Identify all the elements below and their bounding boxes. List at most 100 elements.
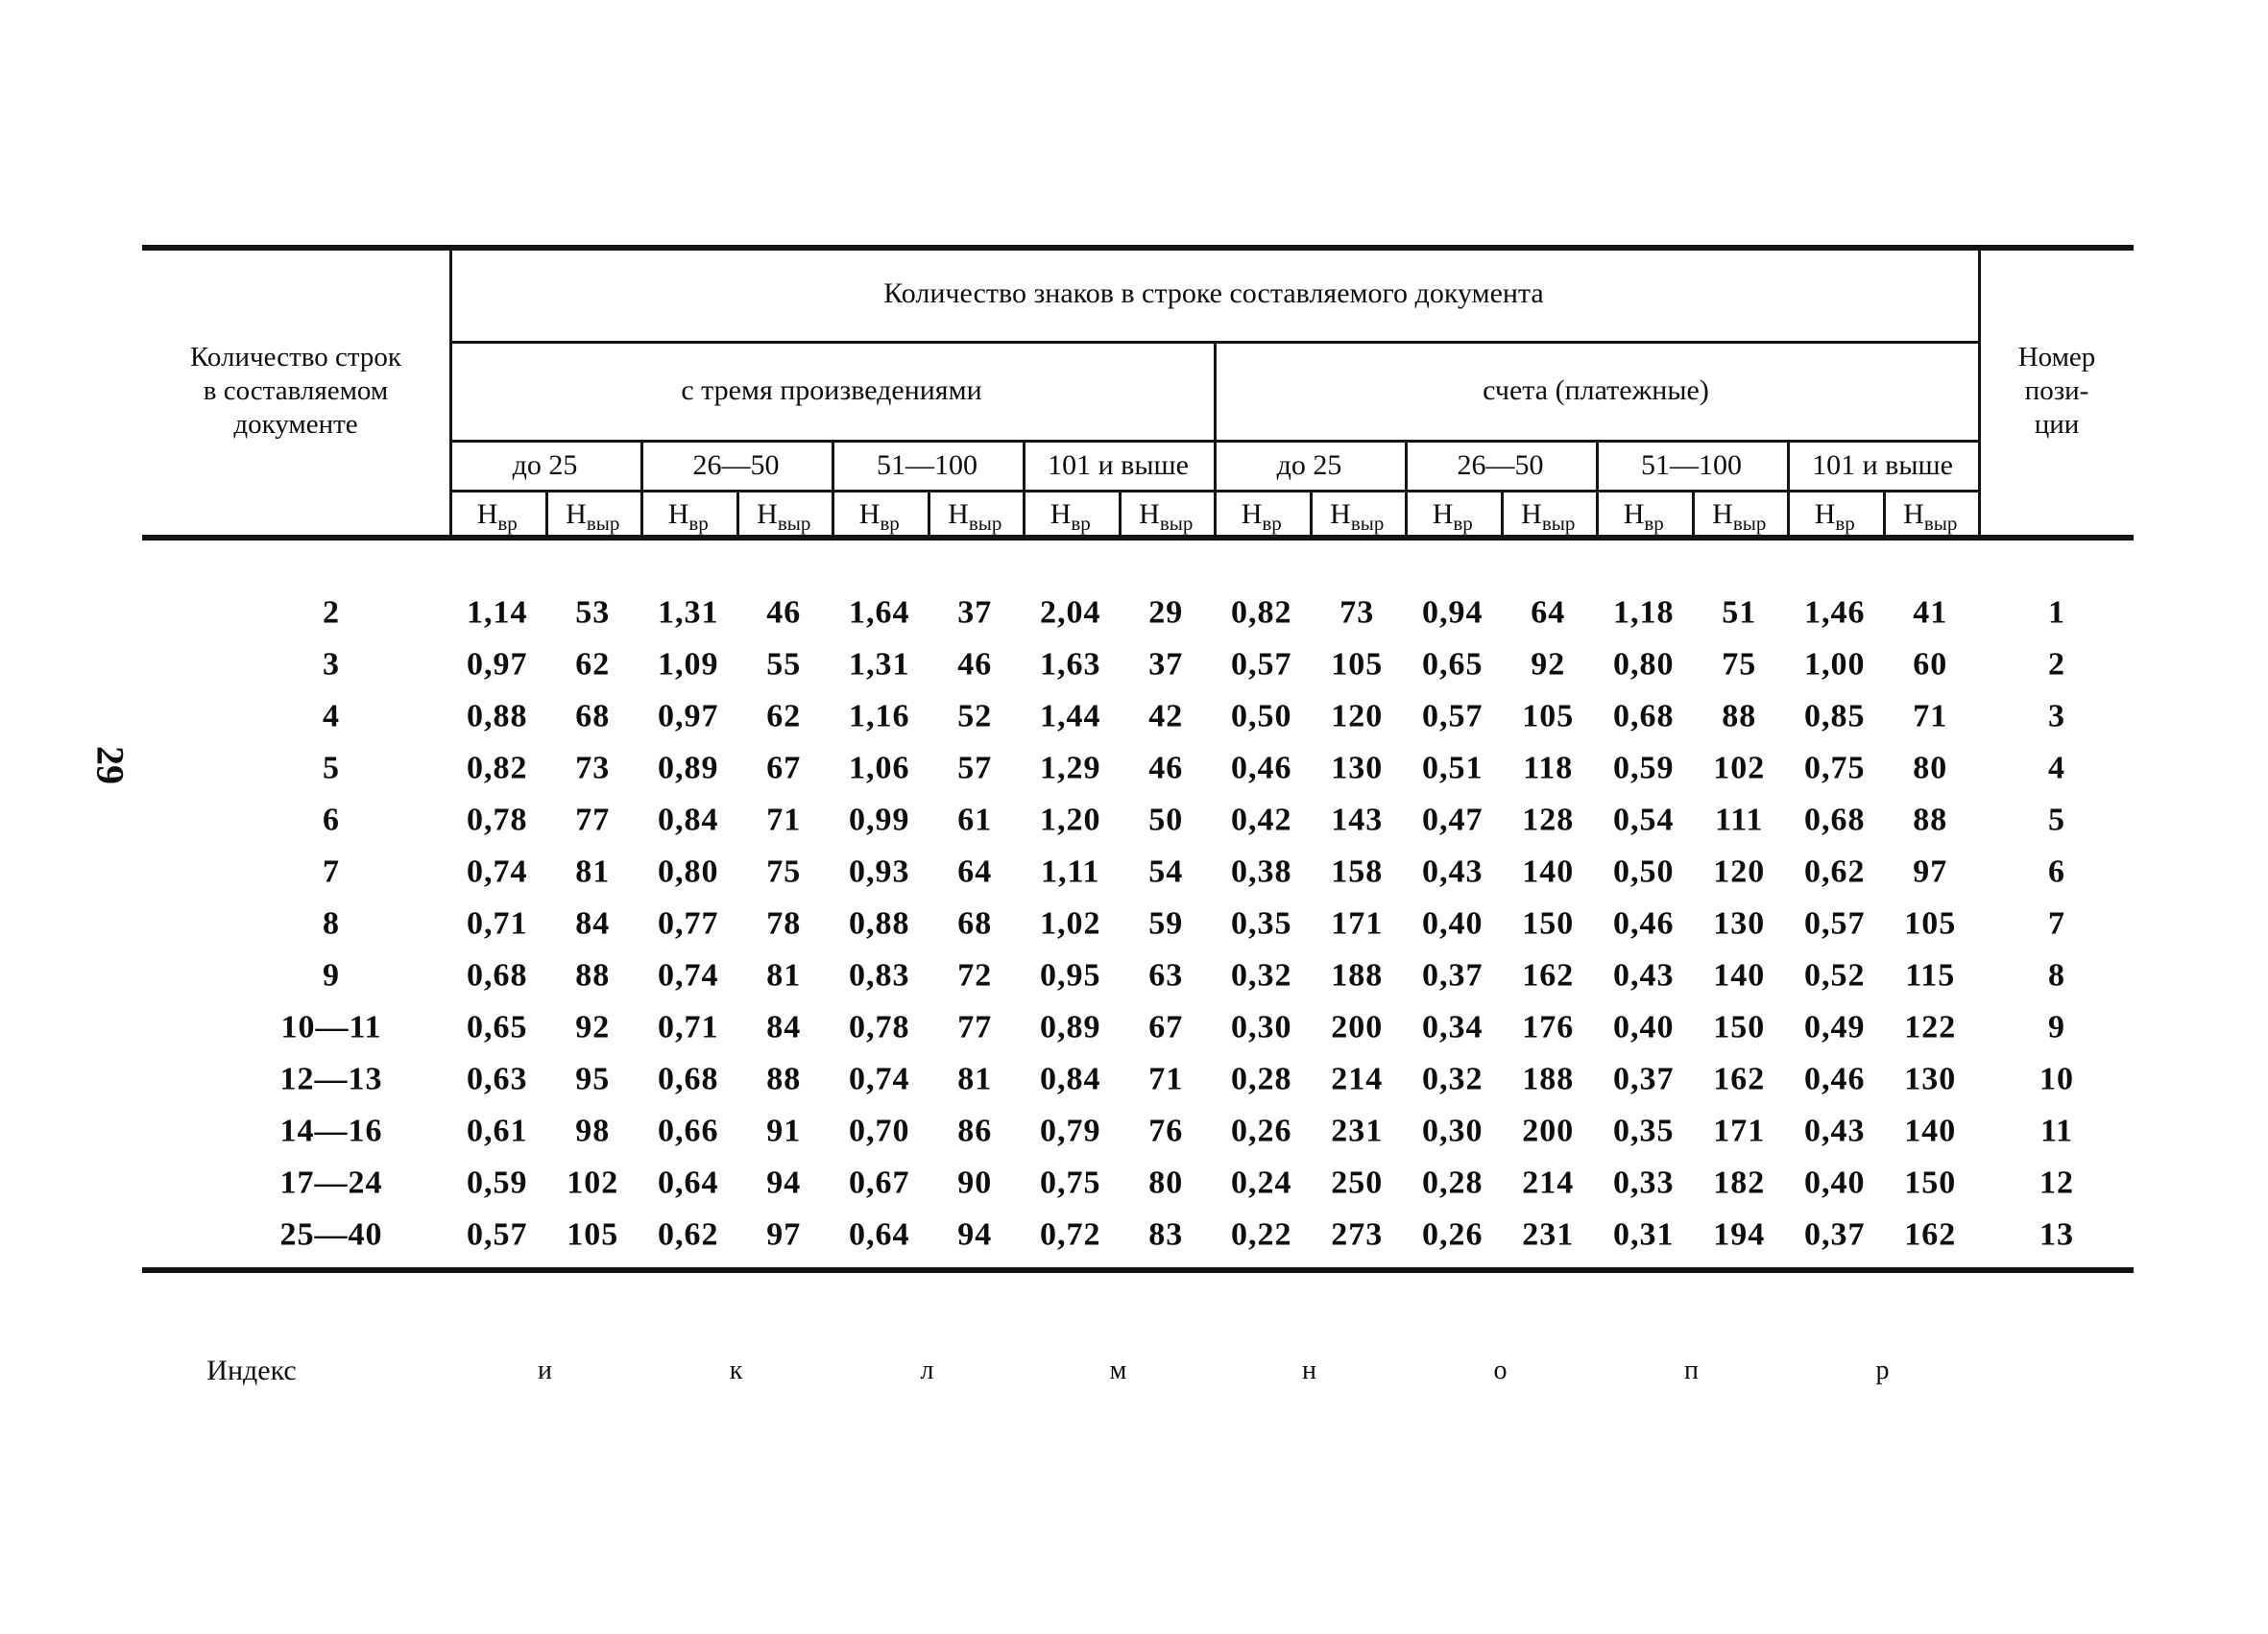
row-value: 250 [1331,1165,1384,1201]
row-value: 0,80 [658,853,719,890]
row-value: 0,42 [1231,802,1292,838]
row-lines-count: 12—13 [279,1061,383,1097]
row-value: 57 [957,750,993,786]
index-letter: л [920,1355,934,1385]
row-value: 188 [1331,957,1384,994]
measure-subscript: выр [1350,511,1385,535]
row-value: 0,64 [658,1165,719,1201]
row-value: 75 [766,853,802,890]
measure-header: Нвыр [948,497,1002,535]
row-value: 0,57 [1231,646,1292,683]
row-value: 90 [957,1165,993,1201]
row-value: 92 [1531,646,1566,683]
row-value: 0,84 [658,802,719,838]
measure-subscript: выр [1923,511,1958,535]
row-value: 81 [957,1061,993,1097]
measure-divider [1500,490,1504,540]
measure-header: Нвр [1815,498,1855,534]
row-value: 71 [1148,1061,1184,1097]
row-value: 77 [575,802,611,838]
row-lines-count: 17—24 [279,1165,383,1201]
row-lines-count: 7 [323,853,340,890]
measure-base: Н [948,497,969,530]
measure-header: Нвыр [1521,497,1575,534]
measure-divider [1118,490,1122,540]
row-value: 55 [766,646,802,683]
row-value: 130 [1331,750,1384,786]
measure-base: Н [476,497,498,530]
measure-subscript: выр [777,511,811,535]
row-position-number: 12 [2039,1165,2074,1201]
row-value: 0,57 [1422,698,1484,734]
row-value: 0,40 [1613,1009,1675,1045]
measure-subscript: вр [1262,511,1282,535]
measure-base: Н [1050,497,1072,530]
measure-base: Н [1712,497,1733,530]
row-value: 0,95 [1040,957,1101,994]
row-lines-count: 4 [323,698,340,734]
row-value: 158 [1331,853,1384,890]
row-value: 97 [766,1216,802,1253]
row-value: 1,02 [1040,905,1101,942]
row-value: 0,62 [1804,853,1866,890]
stub-column-divider [449,245,452,538]
row-value: 1,46 [1804,594,1866,631]
row-value: 0,50 [1613,853,1675,890]
row-value: 71 [1913,698,1948,734]
row-value: 162 [1904,1216,1957,1253]
row-value: 140 [1713,957,1766,994]
row-value: 130 [1904,1061,1957,1097]
row-position-number: 10 [2039,1061,2074,1097]
measure-subscript: выр [968,511,1002,535]
range-divider [640,440,643,540]
row-value: 0,71 [467,905,528,942]
row-value: 63 [1148,957,1184,994]
row-value: 150 [1713,1009,1766,1045]
row-value: 0,28 [1422,1165,1484,1201]
range-divider [1023,440,1025,540]
row-value: 1,44 [1040,698,1101,734]
range-header: 101 и выше [1812,448,1953,481]
row-value: 91 [766,1113,802,1149]
row-value: 182 [1713,1165,1766,1201]
row-value: 0,54 [1613,802,1675,838]
measure-subscript: вр [880,511,900,535]
row-value: 52 [957,698,993,734]
row-position-number: 4 [2048,750,2065,786]
row-value: 0,82 [1231,594,1292,631]
row-value: 0,47 [1422,802,1484,838]
measure-base: Н [1521,497,1542,530]
row-value: 0,68 [1613,698,1675,734]
row-value: 231 [1331,1113,1384,1149]
range-header: 26—50 [692,448,780,481]
row-value: 194 [1713,1216,1766,1253]
row-value: 1,29 [1040,750,1101,786]
index-label: Индекс [206,1354,297,1386]
row-value: 1,64 [849,594,910,631]
row-value: 231 [1522,1216,1575,1253]
row-value: 122 [1904,1009,1957,1045]
row-value: 0,28 [1231,1061,1292,1097]
row-value: 0,49 [1804,1009,1866,1045]
row-value: 46 [957,646,993,683]
row-value: 111 [1715,802,1764,838]
row-position-number: 7 [2048,905,2065,942]
row-value: 1,31 [658,594,719,631]
row-value: 0,43 [1613,957,1675,994]
row-value: 94 [766,1165,802,1201]
measure-header: Нвыр [757,498,811,535]
row-value: 81 [766,957,802,994]
row-value: 0,37 [1422,957,1484,994]
row-value: 64 [957,853,993,890]
row-value: 0,59 [467,1165,528,1201]
row-value: 0,84 [1040,1061,1101,1097]
measure-header: Нвыр [1903,498,1958,535]
row-value: 1,63 [1040,646,1101,683]
row-value: 214 [1522,1165,1575,1201]
index-letter: к [729,1355,743,1385]
row-lines-count: 5 [323,750,340,786]
row-value: 88 [766,1061,802,1097]
row-value: 0,77 [658,905,719,942]
range-divider [1405,440,1408,540]
row-value: 2,04 [1040,594,1101,631]
